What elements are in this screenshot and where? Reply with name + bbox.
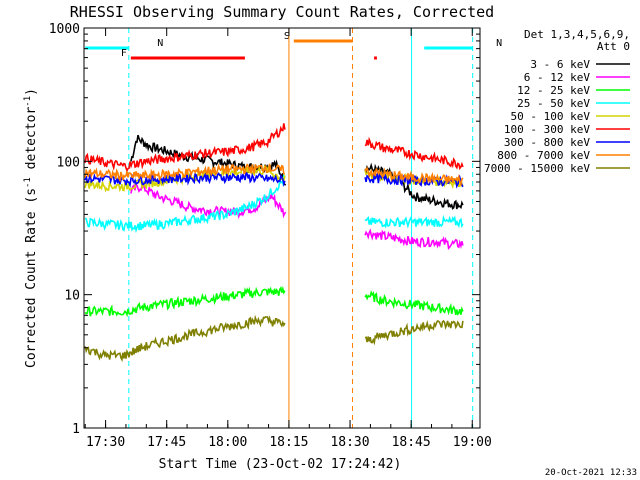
y-tick-label-3: 1000: [49, 22, 80, 37]
legend-label-4: 50 - 100 keV: [511, 110, 591, 123]
x-tick-label-3: 18:15: [269, 435, 308, 450]
y-axis-label-part-2: detector: [24, 107, 39, 178]
data-series: [84, 123, 464, 363]
y-axis-label: Corrected Count Rate (s-1 detector-1): [23, 88, 39, 368]
series-line-1-seg1: [130, 182, 287, 220]
y-axis-label-part-0: Corrected Count Rate (s: [24, 188, 39, 368]
y-axis-label-part-1: -1: [23, 177, 33, 188]
flag-bars: N N F S: [85, 31, 502, 60]
legend-label-2: 12 - 25 keV: [517, 84, 590, 97]
y-axis-label-part-3: -1: [23, 96, 33, 107]
flag-label-1: N: [496, 38, 502, 49]
legend-label-6: 300 - 800 keV: [504, 136, 590, 149]
x-tick-label-0: 17:30: [86, 435, 125, 450]
y-tick-label-1: 10: [64, 289, 80, 304]
event-vertical-lines: [128, 28, 474, 428]
footer-timestamp: 20-Oct-2021 12:33: [545, 468, 637, 478]
legend-label-7: 800 - 7000 keV: [497, 149, 590, 162]
series-line-0-seg2: [364, 162, 464, 210]
series-line-3-seg1: [84, 173, 286, 234]
x-axis-label: Start Time (23-Oct-02 17:24:42): [159, 457, 402, 472]
y-tick-label-0: 1: [72, 422, 80, 437]
plot-frame: [83, 27, 481, 429]
x-tick-label-2: 18:00: [208, 435, 247, 450]
series-line-7-seg2: [364, 166, 464, 187]
x-tick-label-6: 19:00: [453, 435, 492, 450]
series-line-1-seg2: [364, 228, 464, 250]
x-tick-label-4: 18:30: [330, 435, 369, 450]
x-tick-label-1: 17:45: [147, 435, 186, 450]
flag-label-2: F: [121, 48, 127, 59]
legend-header-0: Det 1,3,4,5,6,9,: [524, 28, 630, 41]
legend-label-1: 6 - 12 keV: [524, 71, 591, 84]
y-tick-label-2: 100: [57, 155, 80, 170]
y-axis-label-part-4: ): [24, 88, 39, 96]
legend-header-1: Att 0: [597, 40, 630, 53]
series-line-7-seg1: [84, 163, 285, 183]
series-line-2-seg1: [84, 285, 286, 318]
legend-label-3: 25 - 50 keV: [517, 97, 590, 110]
series-line-5-seg1: [84, 123, 286, 173]
axis-ticks: 17:30 17:45 18:00 18:15 18:30 18:45 19:00 1 10 10…: [49, 22, 492, 450]
legend-label-5: 100 - 300 keV: [504, 123, 590, 136]
series-line-8-seg1: [84, 314, 286, 363]
x-tick-label-5: 18:45: [392, 435, 431, 450]
chart-title: RHESSI Observing Summary Count Rates, Co…: [70, 3, 494, 21]
flag-label-3: S: [284, 31, 290, 42]
series-line-2-seg2: [364, 290, 464, 316]
legend-label-8: 7000 - 15000 keV: [484, 162, 590, 175]
series-line-8-seg2: [364, 319, 464, 346]
legend-label-0: 3 - 6 keV: [530, 58, 590, 71]
series-line-5-seg2: [364, 136, 464, 171]
flag-label-0: N: [157, 38, 163, 49]
series-line-3-seg2: [364, 214, 464, 229]
